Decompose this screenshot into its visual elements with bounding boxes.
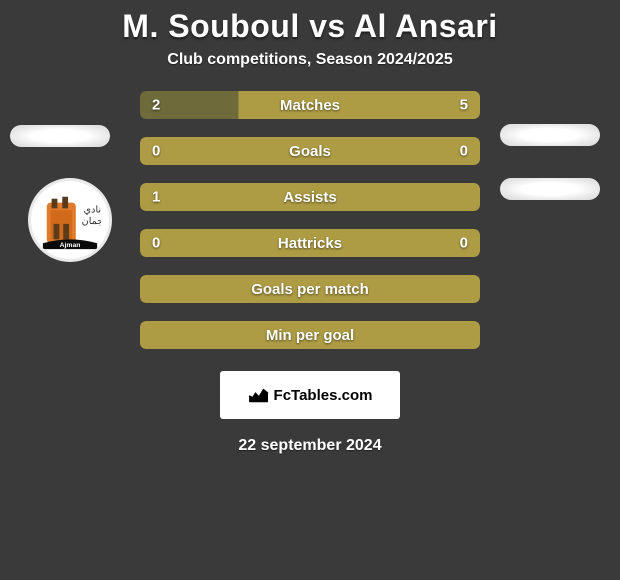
stats-table: 2 Matches 5 0 Goals 0 1 Assists 0 Hattricks 0 Goals… — [140, 91, 480, 349]
fctables-watermark[interactable]: FcTables.com — [220, 371, 400, 419]
team-badge-left: Ajman نادي عجمان — [28, 178, 112, 262]
stat-label: Matches — [280, 97, 340, 114]
stat-label: Goals — [289, 143, 331, 160]
stat-left-value: 1 — [152, 189, 160, 206]
player-pill-left-1 — [10, 125, 110, 147]
svg-text:عجمان: عجمان — [82, 216, 101, 227]
date-label: 22 september 2024 — [0, 437, 620, 455]
stat-right-value: 0 — [460, 143, 468, 160]
player-pill-right-1 — [500, 124, 600, 146]
stat-left-value: 2 — [152, 97, 160, 114]
stat-left-value: 0 — [152, 143, 160, 160]
stat-row-matches: 2 Matches 5 — [140, 91, 480, 119]
page-title: M. Souboul vs Al Ansari — [0, 8, 620, 45]
stat-row-hattricks: 0 Hattricks 0 — [140, 229, 480, 257]
stat-left-value: 0 — [152, 235, 160, 252]
player-pill-right-2 — [500, 178, 600, 200]
ajman-badge-icon: Ajman نادي عجمان — [39, 189, 101, 251]
stat-label: Assists — [283, 189, 336, 206]
stat-label: Goals per match — [251, 281, 369, 298]
stat-label: Min per goal — [266, 327, 354, 344]
stat-right-value: 0 — [460, 235, 468, 252]
stat-right-value: 5 — [460, 97, 468, 114]
fctables-chart-icon — [248, 386, 270, 404]
stat-row-goals: 0 Goals 0 — [140, 137, 480, 165]
container: M. Souboul vs Al Ansari Club competition… — [0, 0, 620, 580]
stat-row-min-per-goal: Min per goal — [140, 321, 480, 349]
stat-label: Hattricks — [278, 235, 342, 252]
stat-row-goals-per-match: Goals per match — [140, 275, 480, 303]
svg-text:Ajman: Ajman — [60, 242, 81, 249]
svg-text:نادي: نادي — [84, 204, 101, 215]
page-subtitle: Club competitions, Season 2024/2025 — [0, 51, 620, 69]
fctables-label: FcTables.com — [274, 387, 373, 404]
stat-row-assists: 1 Assists — [140, 183, 480, 211]
